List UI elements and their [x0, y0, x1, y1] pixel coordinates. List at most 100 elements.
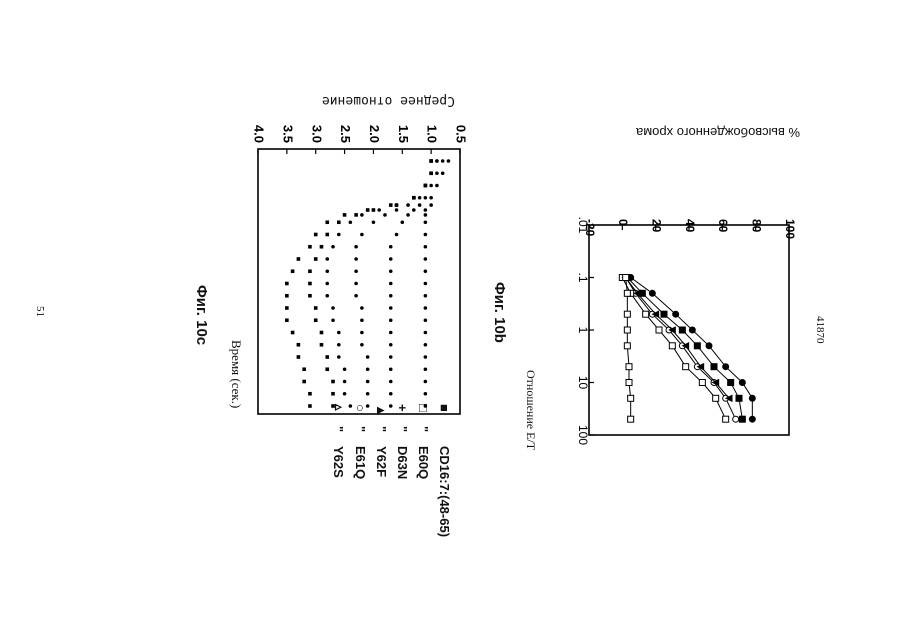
fig10c-legend-ditto: ": [374, 426, 389, 438]
fig10c-legend-label: Y62F: [374, 446, 389, 477]
fig10c-series-3-point: [326, 294, 329, 297]
fig10c-legend-entry: □"E60Q: [416, 404, 431, 537]
fig10c-series-4-point: [418, 196, 421, 199]
fig10c-legend-entry: ■CD16:7:(48-65): [437, 404, 452, 537]
fig10c-series-6-point: [424, 214, 427, 217]
fig10c-series-2-point: [314, 258, 317, 261]
fig10c-legend-label: D63N: [395, 446, 410, 479]
fig10b-xtick-label: 1: [576, 327, 590, 334]
fig10b-series-6-point: [624, 327, 630, 333]
fig10b-ytick-label: 40: [683, 219, 697, 233]
fig10c-series-3-point: [395, 204, 398, 207]
fig10b-series-4-point: [713, 395, 719, 401]
fig10c-series-5-point: [389, 331, 392, 334]
fig10c-series-3-point: [343, 368, 346, 371]
fig10c-series-5-point: [389, 294, 392, 297]
fig10c-series-6-point: [424, 258, 427, 261]
fig10c-series-3-point: [343, 392, 346, 395]
fig10b-series-1-point: [723, 364, 729, 370]
fig10c-series-5-point: [430, 184, 433, 187]
fig10c-series-5-point: [389, 380, 392, 383]
fig10c-series-5-point: [395, 233, 398, 236]
fig10c-series-6-point: [424, 307, 427, 310]
fig10c-legend-ditto: ": [416, 426, 431, 438]
fig10c-series-4-point: [355, 245, 358, 248]
fig10c-series-6-point: [424, 221, 427, 224]
fig10c-series-4-point: [361, 319, 364, 322]
fig10b-chart: -20020406080100.01.1110100: [555, 190, 815, 460]
fig10c-series-5-point: [389, 245, 392, 248]
fig10b-series-6-point: [624, 311, 630, 317]
fig10b-series-6-point: [626, 364, 632, 370]
fig10c-legend-entry: ▲ " Y62F: [374, 404, 389, 537]
fig10b-series-1-line: [631, 278, 753, 420]
fig10b-series-6-point: [626, 380, 632, 386]
fig10c-legend-entry: ▵"Y62S: [331, 404, 347, 537]
fig10c-series-4-point: [430, 172, 433, 175]
fig10c-legend-label: E60Q: [416, 446, 431, 479]
fig10c-legend-symbol: ▵: [331, 404, 347, 418]
fig10c-ytick-label: 2.0: [367, 125, 382, 143]
fig10c-series-6-point: [424, 245, 427, 248]
fig10b-xtick-label: .01: [576, 217, 590, 234]
fig10c-series-2-point: [309, 270, 312, 273]
fig10b-series-6-point: [624, 290, 630, 296]
fig10c-series-3-point: [338, 331, 341, 334]
fig10b-series-2-point: [679, 327, 685, 333]
fig10b-ytick-label: 60: [716, 219, 730, 233]
fig10c-series-2-point: [314, 307, 317, 310]
document-number: 41870: [814, 316, 826, 344]
fig10c-series-2-point: [320, 245, 323, 248]
fig10b-marks: [619, 275, 755, 423]
fig10b-xtick-label: 100: [576, 425, 590, 445]
fig10b-xtick-label: 10: [576, 376, 590, 390]
fig10c-series-5-point: [389, 307, 392, 310]
fig10c-series-2-point: [326, 356, 329, 359]
fig10c-series-1-point: [286, 282, 289, 285]
fig10b-ytick-label: 0: [616, 219, 630, 226]
fig10c-series-5-point: [436, 172, 439, 175]
fig10b-series-4-point: [669, 343, 675, 349]
fig10c-series-3-point: [338, 233, 341, 236]
fig10c-ytick-label: 4.0: [252, 125, 267, 143]
fig10c-series-6-point: [424, 233, 427, 236]
fig10b-series-1-point: [749, 416, 755, 422]
fig10c-series-1-point: [286, 307, 289, 310]
fig10c-series-5-point: [389, 343, 392, 346]
fig10c-marks: [286, 160, 450, 408]
fig10c-series-5-point: [389, 319, 392, 322]
fig10c-ytick-label: 0.5: [454, 125, 469, 143]
fig10c-series-1-point: [297, 258, 300, 261]
fig10c-ytick-label: 2.5: [338, 125, 353, 143]
fig10b-series-4-point: [723, 416, 729, 422]
fig10c-series-1-point: [286, 294, 289, 297]
fig10c-series-2-point: [332, 392, 335, 395]
fig10c-ytick-label: 1.5: [396, 125, 411, 143]
fig10c-legend-symbol: ▲: [374, 404, 389, 418]
fig10c-series-4-point: [366, 380, 369, 383]
fig10c-series-6-point: [424, 380, 427, 383]
fig10b-series-2-point: [694, 343, 700, 349]
fig10c-legend-symbol: ○: [353, 404, 368, 418]
fig10c-series-6-point: [424, 392, 427, 395]
fig10b-series-4-point: [643, 311, 649, 317]
fig10c-series-4-point: [355, 282, 358, 285]
fig10b-xtick-label: .1: [576, 272, 590, 282]
page-number: 51: [34, 306, 46, 317]
fig10c-series-3-point: [338, 343, 341, 346]
fig10b-ytick-label: 20: [649, 219, 663, 233]
fig10c-chart: 0.51.01.52.02.53.03.54.0: [248, 118, 478, 418]
fig10c-series-2-point: [309, 294, 312, 297]
fig10c-legend-label: Y62S: [332, 446, 347, 478]
fig10b-series-6-point: [623, 275, 629, 281]
fig10c-series-4-point: [366, 368, 369, 371]
fig10c-series-3-point: [326, 270, 329, 273]
fig10c-ytick-label: 1.0: [425, 125, 440, 143]
fig10c-series-6-point: [436, 184, 439, 187]
fig10c-series-3-point: [349, 221, 352, 224]
fig10c-legend-label: CD16:7:(48-65): [437, 446, 452, 537]
fig10c-series-6-point: [424, 294, 427, 297]
fig10c-series-6-point: [424, 282, 427, 285]
fig10c-series-4-point: [355, 270, 358, 273]
fig10c-series-5-point: [389, 270, 392, 273]
